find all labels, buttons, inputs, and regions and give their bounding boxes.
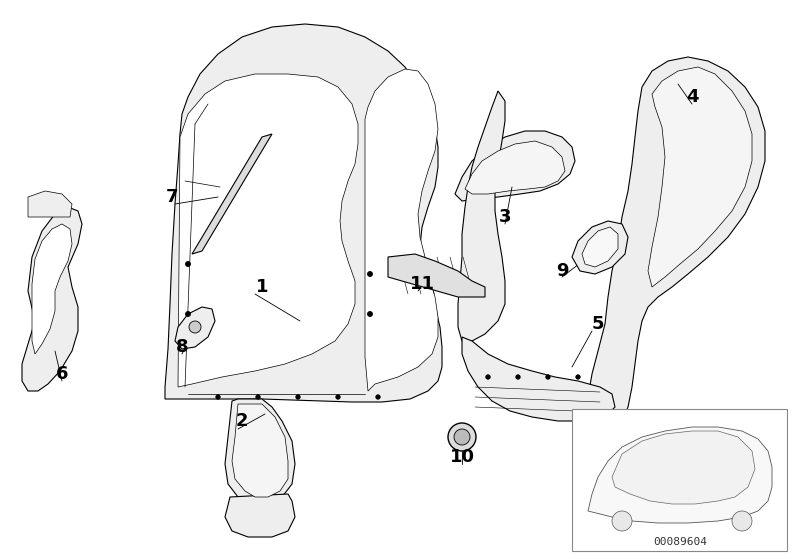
- Polygon shape: [225, 494, 295, 537]
- Circle shape: [368, 272, 372, 277]
- Polygon shape: [458, 91, 505, 341]
- Circle shape: [216, 395, 221, 399]
- Circle shape: [256, 395, 260, 399]
- Polygon shape: [388, 254, 485, 297]
- Circle shape: [189, 321, 201, 333]
- Text: 4: 4: [686, 88, 698, 106]
- Polygon shape: [365, 69, 438, 391]
- Polygon shape: [648, 67, 752, 287]
- Circle shape: [546, 375, 551, 379]
- Text: 00089604: 00089604: [653, 537, 707, 547]
- Polygon shape: [225, 399, 295, 504]
- Text: 10: 10: [450, 448, 475, 466]
- Text: 2: 2: [236, 412, 248, 430]
- Circle shape: [454, 429, 470, 445]
- Circle shape: [486, 375, 491, 379]
- Text: 9: 9: [556, 262, 568, 280]
- Circle shape: [185, 262, 190, 267]
- Polygon shape: [582, 227, 618, 267]
- Text: 11: 11: [410, 275, 435, 293]
- Polygon shape: [572, 221, 628, 274]
- Circle shape: [185, 311, 190, 316]
- Circle shape: [336, 395, 340, 399]
- Text: 3: 3: [499, 208, 511, 226]
- Polygon shape: [588, 427, 772, 523]
- Text: 8: 8: [176, 338, 189, 356]
- Circle shape: [448, 423, 476, 451]
- Text: 7: 7: [165, 188, 178, 206]
- Polygon shape: [28, 191, 72, 217]
- Polygon shape: [585, 57, 765, 437]
- Circle shape: [612, 511, 632, 531]
- Circle shape: [516, 375, 520, 379]
- Circle shape: [732, 511, 752, 531]
- Polygon shape: [465, 141, 565, 194]
- Text: 1: 1: [256, 278, 268, 296]
- Polygon shape: [462, 337, 615, 421]
- Circle shape: [376, 395, 380, 399]
- Text: 5: 5: [592, 315, 604, 333]
- Polygon shape: [178, 74, 358, 387]
- Circle shape: [296, 395, 300, 399]
- Polygon shape: [192, 134, 272, 254]
- Polygon shape: [165, 24, 442, 402]
- Polygon shape: [22, 207, 82, 391]
- Circle shape: [576, 375, 580, 379]
- Polygon shape: [175, 307, 215, 349]
- Text: 6: 6: [56, 365, 68, 383]
- Circle shape: [368, 311, 372, 316]
- Polygon shape: [232, 404, 288, 497]
- Polygon shape: [612, 431, 755, 504]
- Bar: [572, 409, 787, 551]
- Polygon shape: [455, 131, 575, 201]
- Polygon shape: [32, 224, 72, 354]
